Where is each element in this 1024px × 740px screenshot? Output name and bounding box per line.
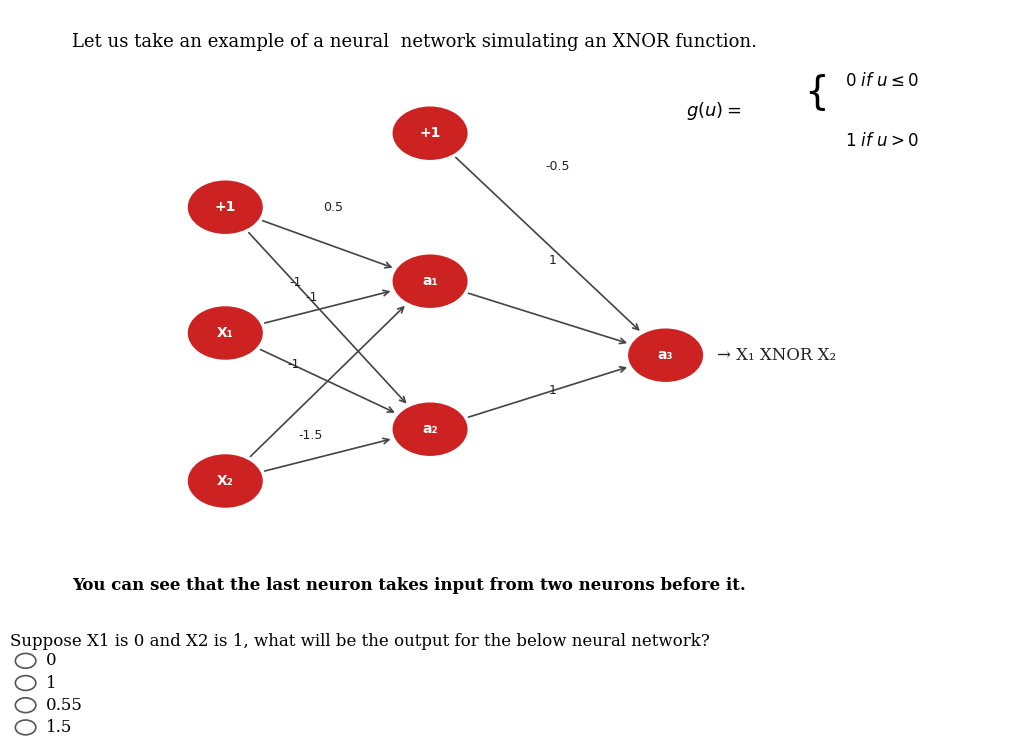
Text: X₂: X₂ xyxy=(217,474,233,488)
Text: -1.5: -1.5 xyxy=(298,428,323,442)
Text: -0.5: -0.5 xyxy=(546,160,570,173)
Text: You can see that the last neuron takes input from two neurons before it.: You can see that the last neuron takes i… xyxy=(72,577,745,594)
Circle shape xyxy=(186,453,264,509)
Text: 1: 1 xyxy=(549,384,557,397)
Text: $0\ if\ u \leq 0$: $0\ if\ u \leq 0$ xyxy=(845,73,920,90)
Circle shape xyxy=(391,401,469,457)
Text: 0.5: 0.5 xyxy=(323,201,343,214)
Circle shape xyxy=(391,253,469,309)
Text: 1: 1 xyxy=(46,675,56,691)
Circle shape xyxy=(186,305,264,361)
Text: Let us take an example of a neural  network simulating an XNOR function.: Let us take an example of a neural netwo… xyxy=(72,33,757,51)
Text: -1: -1 xyxy=(305,291,317,304)
Text: +1: +1 xyxy=(215,201,236,214)
Text: $\{$: $\{$ xyxy=(804,72,825,113)
Text: -1: -1 xyxy=(288,357,300,371)
Circle shape xyxy=(15,698,36,713)
Text: 1.5: 1.5 xyxy=(46,719,73,736)
Text: Suppose X1 is 0 and X2 is 1, what will be the output for the below neural networ: Suppose X1 is 0 and X2 is 1, what will b… xyxy=(10,633,710,650)
Text: +1: +1 xyxy=(420,127,440,140)
Text: a₁: a₁ xyxy=(422,275,438,288)
Text: 1: 1 xyxy=(549,254,557,267)
Text: → X₁ XNOR X₂: → X₁ XNOR X₂ xyxy=(717,347,836,363)
Circle shape xyxy=(15,720,36,735)
Text: $g(u) = $: $g(u) = $ xyxy=(686,100,741,122)
Circle shape xyxy=(186,179,264,235)
Text: -1: -1 xyxy=(290,276,302,289)
Circle shape xyxy=(391,105,469,161)
Circle shape xyxy=(15,653,36,668)
Text: 0: 0 xyxy=(46,653,56,669)
Circle shape xyxy=(627,327,705,383)
Circle shape xyxy=(15,676,36,690)
Text: a₂: a₂ xyxy=(422,423,438,436)
Text: $1\ if\ u > 0$: $1\ if\ u > 0$ xyxy=(845,132,920,149)
Text: 0.55: 0.55 xyxy=(46,697,83,713)
Text: a₃: a₃ xyxy=(657,349,674,362)
Text: X₁: X₁ xyxy=(217,326,233,340)
